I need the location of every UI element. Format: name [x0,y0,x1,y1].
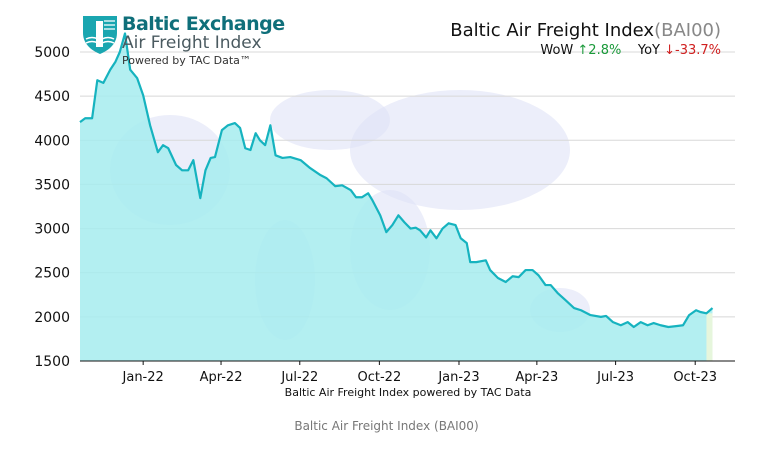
map-background-shape [270,90,390,150]
title-code: (BAI00) [654,20,721,41]
logo: Baltic Exchange Air Freight Index Powere… [82,15,285,66]
y-tick-label: 2000 [34,310,70,326]
logo-product: Air Freight Index [122,33,262,53]
change-stats: WoW ↑2.8% YoY ↓-33.7% [540,43,721,58]
x-tick-label: Oct-22 [358,370,402,385]
y-tick-label: 3000 [34,222,70,238]
x-tick-label: Jan-22 [122,370,164,385]
x-tick-label: Jul-22 [280,370,318,385]
y-tick-label: 4500 [34,89,70,105]
shield-logo-icon [83,16,117,54]
x-tick-label: Apr-22 [200,370,243,385]
yoy-value: ↓-33.7% [664,43,721,58]
x-tick-label: Oct-23 [673,370,717,385]
title-text: Baltic Air Freight Index [450,20,655,41]
wow-label: WoW [540,43,574,58]
y-tick-label: 1500 [34,354,70,370]
wow-value: ↑2.8% [577,43,622,58]
logo-powered: Powered by TAC Data™ [122,54,251,67]
x-tick-label: Jan-23 [437,370,479,385]
map-background-shape [350,90,570,210]
y-tick-label: 2500 [34,266,70,282]
x-tick-label: Apr-23 [515,370,558,385]
y-tick-label: 3500 [34,177,70,193]
latest-week-highlight [706,313,713,361]
chart-title: Baltic Air Freight Index(BAI00) [450,20,721,41]
yoy-label: YoY [637,43,660,58]
caption: Baltic Air Freight Index (BAI00) [294,419,479,433]
x-axis-label: Baltic Air Freight Index powered by TAC … [284,386,532,399]
logo-brand: Baltic Exchange [122,13,285,35]
series-line [79,32,714,329]
y-tick-label: 5000 [34,45,70,61]
y-tick-label: 4000 [34,133,70,149]
area-fill [80,33,713,362]
x-tick-label: Jul-23 [596,370,634,385]
